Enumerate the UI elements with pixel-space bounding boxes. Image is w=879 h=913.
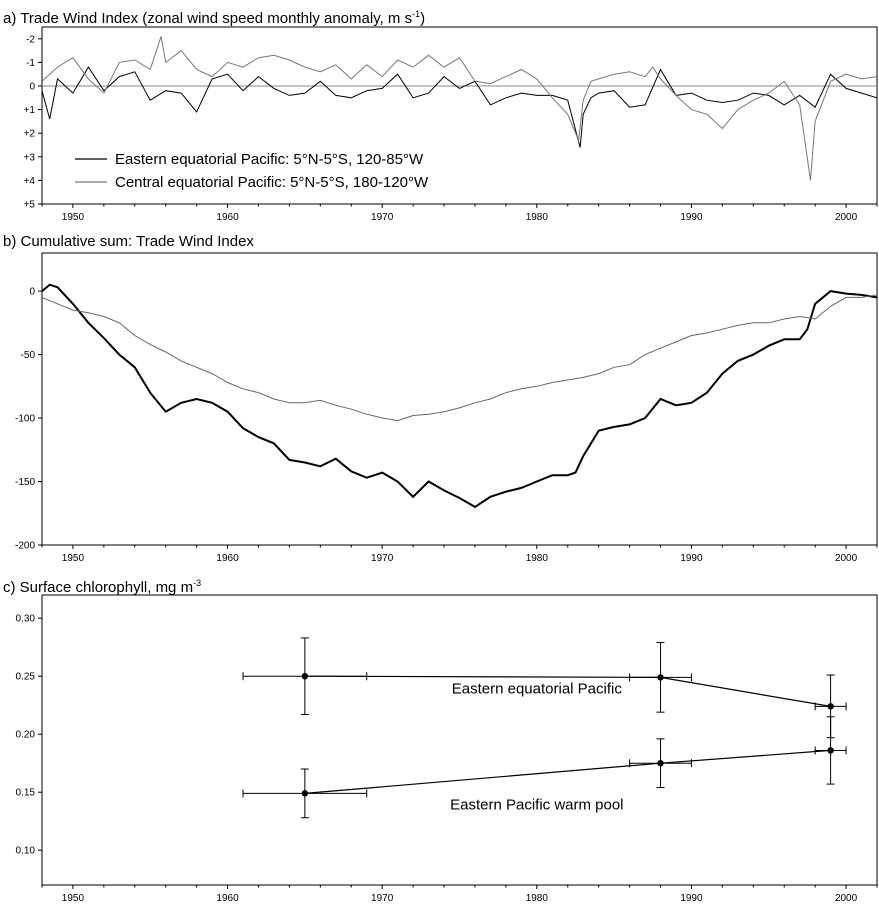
x-tick-label: 1990: [680, 553, 703, 564]
x-tick-label: 1980: [526, 893, 549, 904]
y-tick-label: -1: [26, 58, 35, 69]
series-line-eastern: [41, 66, 878, 148]
x-tick-label: 2000: [835, 553, 858, 564]
x-tick-label: 1950: [62, 553, 85, 564]
y-tick-label: +3: [24, 152, 36, 163]
x-tick-label: 1960: [216, 553, 239, 564]
x-tick-label: 1970: [371, 893, 394, 904]
x-tick-label: 1980: [526, 212, 549, 223]
x-tick-label: 2000: [835, 212, 858, 223]
legend-label: Eastern equatorial Pacific: 5°N-5°S, 120…: [115, 151, 424, 168]
plot-frame: [41, 252, 878, 546]
plot-frame: [41, 26, 878, 205]
x-tick-label: 1960: [216, 893, 239, 904]
data-point: [657, 674, 664, 681]
cumulative-line-central: [41, 294, 878, 422]
x-tick-label: 1990: [680, 212, 703, 223]
cumulative-line-eastern: [41, 283, 878, 509]
y-tick-label: +4: [24, 176, 36, 187]
panel-c-surface-chlorophyll: 1950 1960 1970 1980 1990 2000 0.30 0.25 0.20 0.15…: [16, 594, 878, 904]
x-tick-label: 1990: [680, 893, 703, 904]
data-point: [827, 747, 834, 754]
y-tick-label: 0: [29, 287, 35, 298]
x-tick-label: 1970: [371, 212, 394, 223]
data-point: [301, 790, 309, 797]
y-tick-label: 0.20: [16, 730, 36, 741]
data-point: [301, 673, 309, 680]
y-tick-label: 0.15: [16, 788, 36, 799]
legend-label: Central equatorial Pacific: 5°N-5°S, 180…: [115, 174, 429, 191]
y-tick-label: -200: [15, 541, 35, 552]
y-tick-label: 0.10: [16, 846, 36, 857]
panel-a-title: a) Trade Wind Index (zonal wind speed mo…: [3, 9, 426, 27]
x-tick-label: 2000: [835, 893, 858, 904]
series-label: Eastern equatorial Pacific: [452, 681, 623, 698]
y-tick-label: 0.25: [16, 672, 36, 683]
x-tick-label: 1950: [62, 893, 85, 904]
x-tick-label: 1970: [371, 553, 394, 564]
x-tick-label: 1950: [62, 212, 85, 223]
panel-b-title: b) Cumulative sum: Trade Wind Index: [3, 233, 254, 250]
panel-a-trade-wind-index: 1950 1960 1970 1980 1990 2000 -2 -1 0 +1 +2 +3 +4 +5 E…: [24, 26, 878, 223]
plot-frame: [41, 594, 878, 886]
series-line-central: [41, 36, 878, 181]
y-tick-label: +1: [24, 105, 36, 116]
y-tick-label: -100: [15, 414, 35, 425]
y-tick-label: 0.30: [16, 614, 36, 625]
x-tick-label: 1980: [526, 553, 549, 564]
y-tick-label: -50: [21, 350, 36, 361]
data-point: [827, 703, 834, 710]
panel-c-title: c) Surface chlorophyll, mg m-3: [3, 578, 202, 596]
data-point: [657, 760, 664, 767]
series-label: Eastern Pacific warm pool: [450, 797, 623, 814]
y-tick-label: +2: [24, 129, 36, 140]
y-tick-label: -2: [26, 34, 35, 45]
x-tick-label: 1960: [216, 212, 239, 223]
y-tick-label: 0: [29, 82, 35, 93]
panel-b-cumulative-sum: 1950 1960 1970 1980 1990 2000 0 -50 -100 -150 -200: [15, 252, 878, 564]
y-tick-label: +5: [24, 200, 36, 211]
connecting-line: [304, 749, 831, 794]
y-tick-label: -150: [15, 477, 35, 488]
